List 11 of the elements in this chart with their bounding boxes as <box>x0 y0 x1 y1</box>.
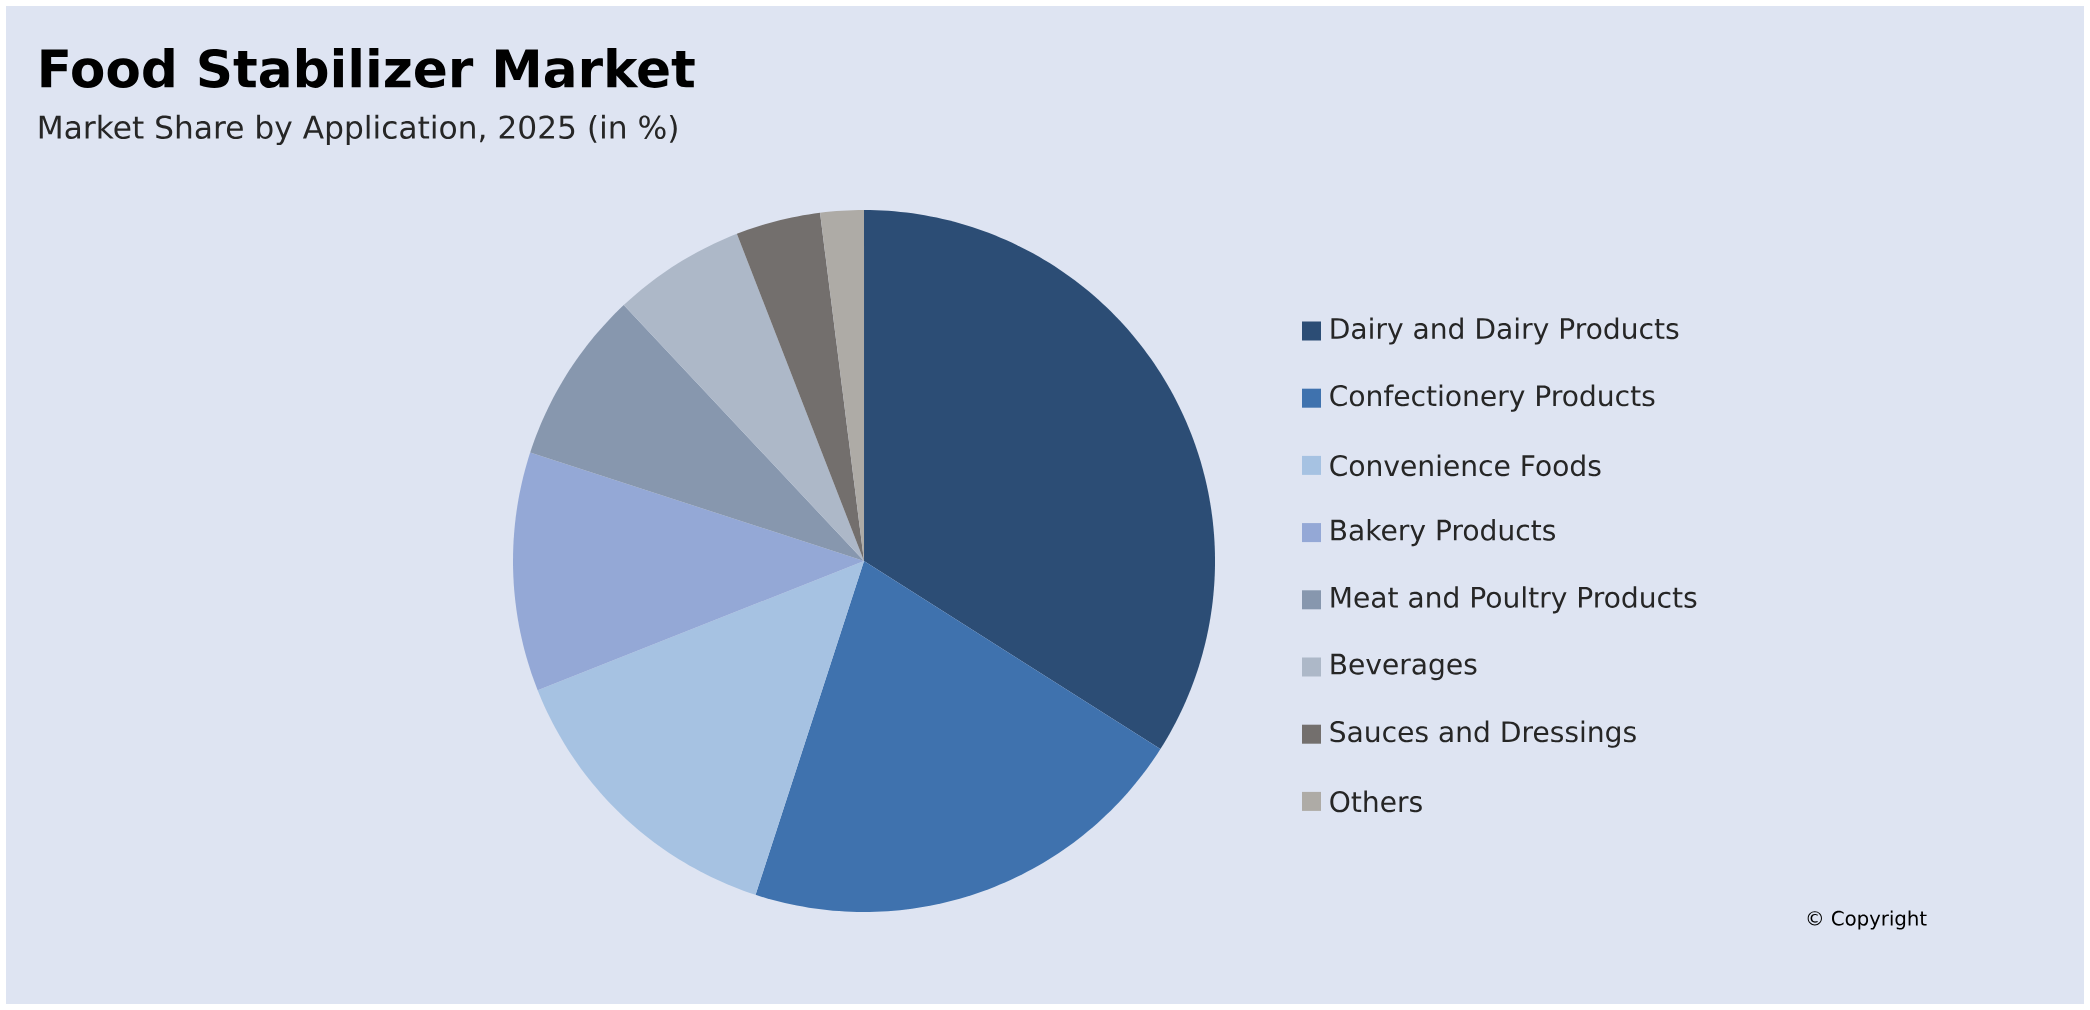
legend-label: Sauces and Dressings <box>1330 720 1636 748</box>
legend-label: Beverages <box>1331 653 1477 681</box>
legend-label: Convenience Foods <box>1330 454 1601 477</box>
chart-subtitle: Market Share by Application, 2025 (in %) <box>39 114 677 146</box>
legend-label: Others <box>1330 790 1422 813</box>
legend-label: Meat and Poultry Products <box>1331 586 1697 614</box>
chart-title: Food Stabilizer Market <box>41 48 695 88</box>
legend-label: Dairy and Dairy Products <box>1331 317 1679 345</box>
text: © Copyright <box>1807 910 1927 930</box>
legend-label: Confectionery Products <box>1330 384 1655 412</box>
legend-label: Bakery Products <box>1331 519 1556 547</box>
